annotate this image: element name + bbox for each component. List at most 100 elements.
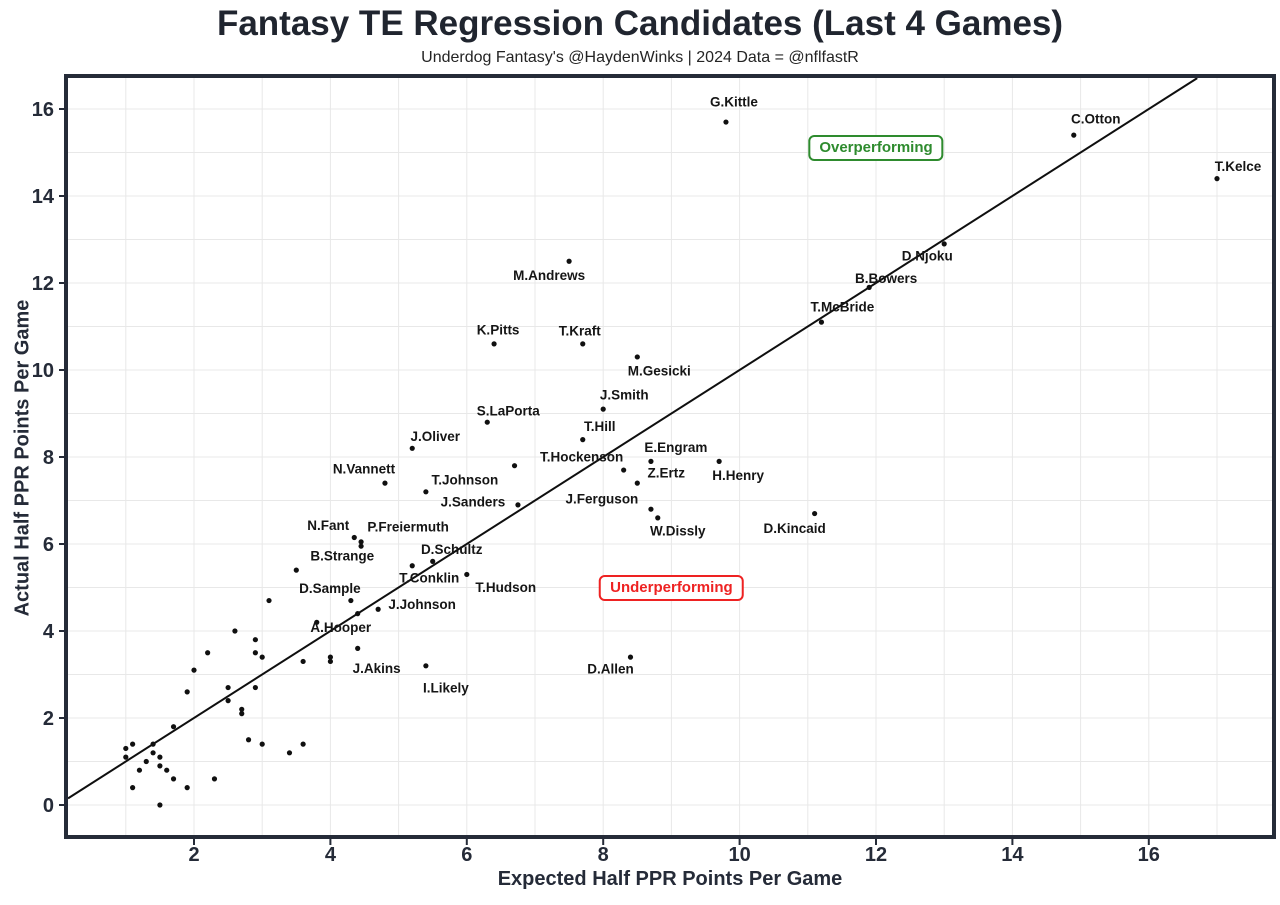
- y-tick-label: 12: [32, 273, 54, 295]
- point-label: J.Akins: [353, 661, 401, 676]
- point-label: N.Vannett: [333, 462, 396, 477]
- point-unlabeled: [232, 628, 238, 634]
- point-label: J.Ferguson: [566, 492, 639, 507]
- point-unlabeled: [252, 684, 258, 691]
- point-unlabeled: [259, 654, 265, 660]
- point-j-johnson: [375, 606, 381, 612]
- point-label: T.Hudson: [475, 580, 536, 595]
- point-unlabeled: [205, 650, 211, 656]
- point-label: P.Freiermuth: [367, 519, 449, 534]
- point-unlabeled: [170, 776, 177, 782]
- x-tick-label: 16: [1138, 844, 1160, 866]
- point-unlabeled: [266, 597, 272, 604]
- point-label: G.Kittle: [710, 95, 758, 110]
- point-label: I.Likely: [423, 680, 469, 695]
- y-tick-label: 2: [43, 708, 54, 730]
- y-tick-label: 8: [43, 447, 54, 469]
- point-unlabeled: [136, 767, 143, 773]
- y-axis: 0 2 4 6 8 10 12 14 16: [32, 99, 66, 817]
- chart-title: Fantasy TE Regression Candidates (Last 4…: [216, 4, 1064, 43]
- gridlines: [68, 78, 1272, 835]
- point-unlabeled: [150, 750, 156, 756]
- point-t-hill: [580, 437, 586, 443]
- point-unlabeled: [130, 785, 136, 791]
- point-label: T.Johnson: [432, 472, 499, 487]
- point-label: D.Kincaid: [763, 521, 825, 536]
- point-label: W.Dissly: [650, 523, 706, 538]
- point-label: J.Johnson: [388, 597, 456, 612]
- x-tick-label: 8: [598, 844, 609, 866]
- x-tick-label: 6: [461, 844, 472, 866]
- data-points: G.Kittle C.Otton T.Kelce D.Njoku B.Bowers T.M…: [123, 95, 1262, 808]
- point-label: D.Sample: [299, 581, 361, 596]
- point-unlabeled: [157, 754, 163, 760]
- point-unlabeled: [300, 658, 306, 665]
- point-d-allen: [627, 654, 634, 660]
- point-label: T.McBride: [811, 300, 875, 315]
- point-label: B.Strange: [310, 549, 374, 564]
- point-label: C.Otton: [1071, 112, 1121, 127]
- point-unlabeled: [123, 745, 129, 752]
- x-tick-label: 4: [325, 844, 337, 866]
- point-label: T.Conklin: [399, 570, 459, 585]
- point-label: J.Smith: [600, 388, 649, 403]
- point-z-ertz: [634, 480, 640, 486]
- point-label: H.Henry: [712, 468, 764, 483]
- point-label: A.Hooper: [310, 620, 371, 635]
- point-t-johnson: [423, 489, 429, 495]
- point-j-sanders: [515, 502, 521, 508]
- point-d-schultz: [430, 558, 436, 565]
- x-axis-title: Expected Half PPR Points Per Game: [497, 868, 843, 890]
- point-label: T.Kelce: [1215, 159, 1262, 174]
- point-c-otton: [1071, 132, 1077, 138]
- point-t-conklin: [409, 563, 415, 569]
- point-j-ferguson: [648, 506, 654, 512]
- point-label: M.Andrews: [513, 268, 585, 283]
- point-unlabeled: [327, 654, 333, 660]
- x-tick-label: 2: [188, 844, 199, 866]
- point-unlabeled: [252, 637, 258, 643]
- point-unlabeled: [123, 754, 129, 760]
- point-t-kelce: [1214, 176, 1220, 182]
- point-i-likely: [423, 663, 429, 669]
- point-b-bowers: [866, 284, 872, 290]
- point-label: Z.Ertz: [648, 466, 686, 481]
- point-unlabeled: [300, 741, 306, 747]
- point-d-njoku: [941, 241, 947, 247]
- point-label: K.Pitts: [477, 322, 520, 337]
- point-label: S.LaPorta: [477, 404, 541, 419]
- identity-line: [67, 77, 1198, 800]
- point-h-henry: [716, 458, 722, 464]
- point-t-kraft: [580, 341, 586, 347]
- point-k-pitts: [491, 341, 497, 347]
- point-label: J.Sanders: [441, 494, 506, 509]
- point-label: T.Kraft: [559, 323, 602, 338]
- point-t-hockenson: [621, 467, 627, 473]
- overperforming-badge: Overperforming: [808, 135, 944, 162]
- point-e-engram: [648, 458, 654, 464]
- point-label: M.Gesicki: [628, 363, 691, 378]
- x-tick-label: 14: [1001, 844, 1024, 866]
- point-unlabeled: [157, 802, 163, 808]
- point-b-strange: [293, 567, 299, 573]
- point-unlabeled: [245, 737, 252, 743]
- point-unlabeled: [327, 658, 333, 665]
- y-tick-label: 6: [43, 534, 54, 556]
- point-label: D.Schultz: [421, 542, 483, 557]
- point-unlabeled: [150, 741, 156, 747]
- point-label: B.Bowers: [855, 271, 917, 286]
- y-tick-label: 16: [32, 99, 54, 121]
- point-unlabeled: [157, 763, 163, 769]
- point-label: D.Allen: [587, 662, 634, 677]
- point-d-sample: [348, 597, 354, 604]
- y-tick-label: 14: [32, 186, 55, 208]
- point-label: N.Fant: [307, 518, 350, 533]
- point-label: E.Engram: [644, 440, 707, 455]
- point-unlabeled: [239, 706, 245, 712]
- point-unlabeled: [130, 741, 136, 747]
- point-n-fant: [351, 534, 357, 541]
- point-t-hudson: [464, 571, 470, 578]
- point-unlabeled: [225, 698, 231, 704]
- point-j-oliver: [409, 445, 415, 451]
